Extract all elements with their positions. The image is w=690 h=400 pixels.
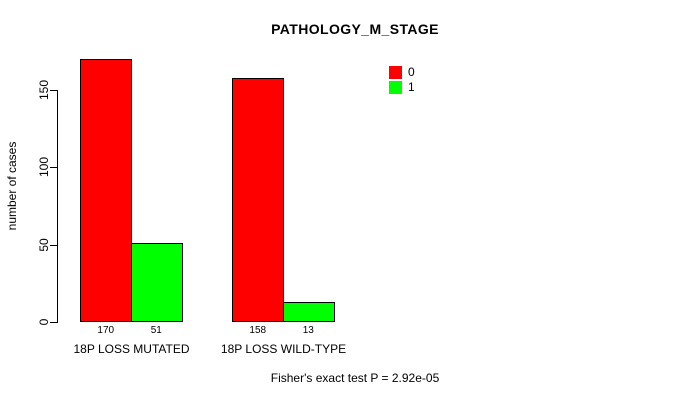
legend-item: 1 bbox=[389, 80, 415, 95]
bar-count-label: 51 bbox=[150, 325, 162, 336]
y-axis-tick-label: 150 bbox=[37, 79, 51, 101]
bar-count-label: 158 bbox=[249, 325, 267, 336]
y-axis-tick bbox=[50, 90, 57, 91]
x-axis-group-label: 18P LOSS WILD-TYPE bbox=[220, 342, 347, 356]
legend-label: 1 bbox=[408, 80, 415, 94]
bar-18p-loss-mutated-0 bbox=[80, 59, 132, 322]
y-axis-tick-label: 0 bbox=[37, 318, 51, 326]
legend-label: 0 bbox=[408, 65, 415, 79]
footnote-pvalue: Fisher's exact test P = 2.92e-05 bbox=[270, 371, 440, 385]
bar-count-label: 13 bbox=[302, 325, 314, 336]
bar-18p-loss-wild-type-0 bbox=[232, 77, 284, 322]
legend-item: 0 bbox=[389, 65, 415, 80]
chart-title: PATHOLOGY_M_STAGE bbox=[271, 21, 439, 37]
y-axis-tick-label: 50 bbox=[37, 237, 51, 252]
y-axis-tick bbox=[50, 322, 57, 323]
y-axis-tick bbox=[50, 167, 57, 169]
y-axis-tick-label: 100 bbox=[37, 157, 51, 178]
x-axis-group-label: 18P LOSS MUTATED bbox=[73, 342, 190, 356]
bar-18p-loss-mutated-1 bbox=[130, 243, 183, 322]
legend-swatch-0 bbox=[389, 66, 402, 79]
legend-swatch-1 bbox=[389, 81, 402, 94]
y-axis-line bbox=[57, 90, 58, 323]
bar-count-label: 170 bbox=[97, 325, 115, 336]
y-axis-tick bbox=[50, 244, 57, 246]
bar-18p-loss-wild-type-1 bbox=[282, 301, 335, 322]
